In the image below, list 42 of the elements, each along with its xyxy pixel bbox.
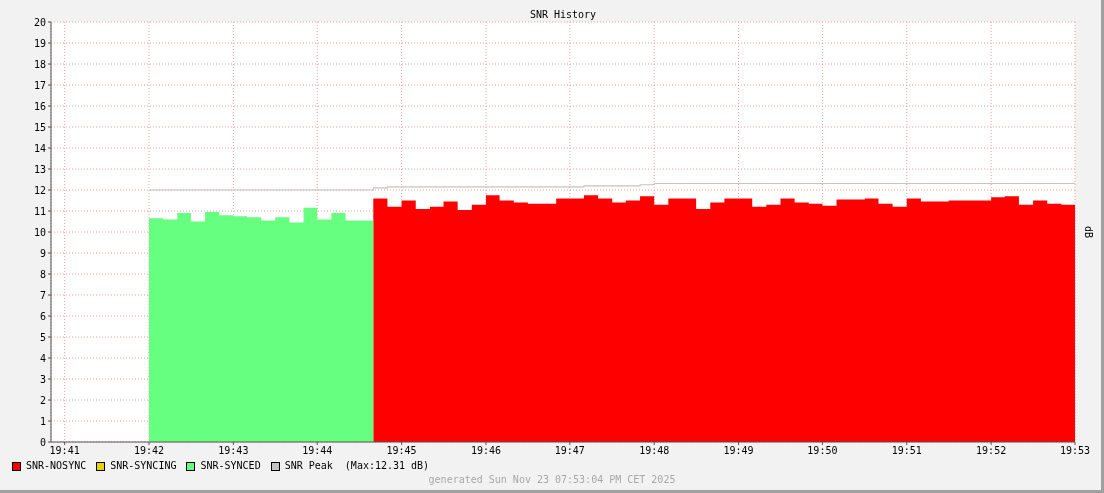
x-tick-label: 19:49	[723, 445, 754, 457]
text: generated Sun Nov 23 07:53:04 PM CET 2025	[427, 474, 677, 486]
x-tick-label: 19:47	[554, 445, 585, 457]
y-tick-label: 18	[33, 58, 46, 70]
x-tick-label: 19:44	[302, 445, 333, 457]
y-tick-label: 17	[33, 79, 46, 91]
legend-label: SNR Peak	[284, 460, 333, 472]
y-axis-title: dB	[1083, 225, 1094, 239]
y-tick-label: 9	[39, 247, 46, 259]
x-tick-label: 19:41	[49, 445, 80, 457]
chart-title: SNR History	[528, 9, 598, 21]
x-tick-label: 19:46	[470, 445, 502, 457]
x-tick-label: 19:52	[976, 445, 1007, 457]
y-tick-label: 7	[39, 289, 46, 301]
legend-label: SNR-SYNCED	[200, 460, 261, 472]
y-tick-label: 5	[39, 331, 46, 343]
y-tick-label: 4	[39, 352, 46, 364]
x-tick-label: 19:53	[1059, 445, 1091, 457]
text: (Max:12.31 dB)	[344, 460, 430, 472]
y-tick-label: 0	[39, 436, 46, 448]
y-tick-label: 1	[39, 415, 46, 427]
x-tick-label: 19:43	[218, 445, 249, 457]
y-tick-label: 3	[39, 373, 46, 385]
legend-label: SNR-SYNCING	[110, 460, 177, 472]
y-tick-label: 2	[39, 394, 46, 406]
x-tick-label: 19:48	[639, 445, 670, 457]
y-tick-label: 14	[33, 142, 46, 154]
y-tick-label: 10	[33, 226, 46, 238]
y-tick-label: 15	[33, 121, 46, 133]
y-tick-label: 19	[33, 37, 46, 49]
y-tick-label: 13	[33, 163, 46, 175]
x-tick-label: 19:51	[891, 445, 922, 457]
x-tick-label: 19:50	[807, 445, 838, 457]
x-tick-label: 19:45	[386, 445, 417, 457]
y-tick-label: 11	[33, 205, 46, 217]
y-tick-label: 12	[33, 184, 46, 196]
y-tick-label: 6	[39, 310, 46, 322]
y-tick-label: 20	[33, 16, 46, 28]
y-tick-label: 8	[39, 268, 46, 280]
legend-label: SNR-NOSYNC	[26, 460, 87, 472]
y-tick-label: 16	[33, 100, 46, 112]
x-tick-label: 19:42	[133, 445, 165, 457]
